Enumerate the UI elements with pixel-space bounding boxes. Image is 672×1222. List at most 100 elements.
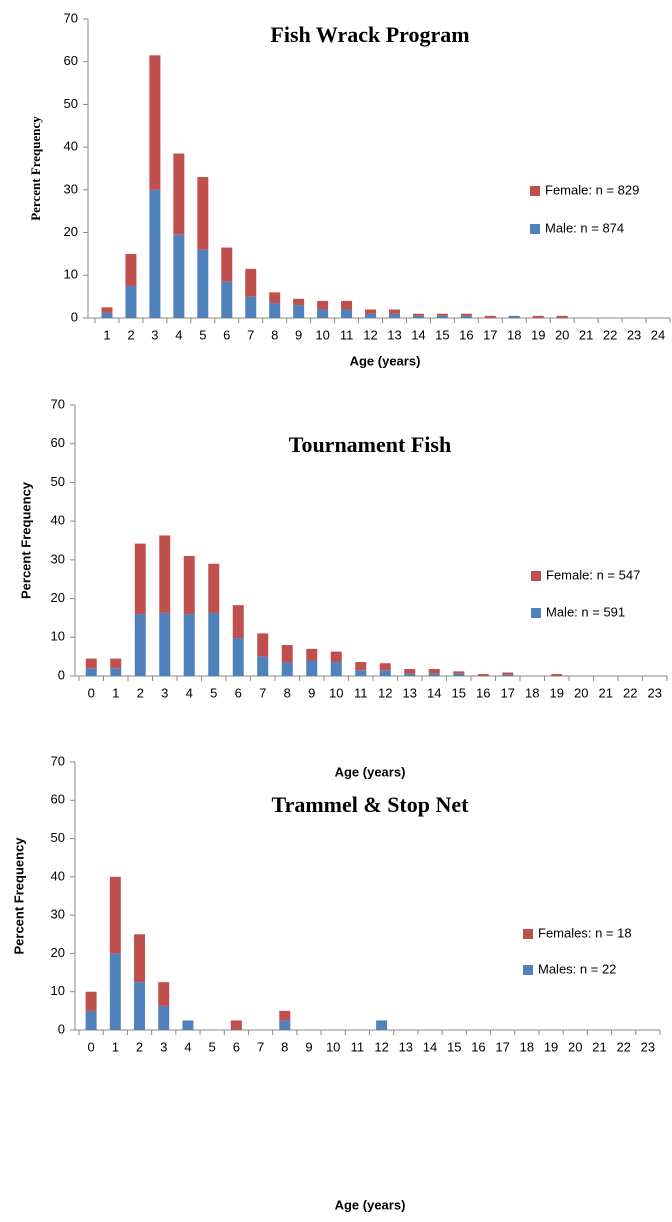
x-tick-label: 17 [495,1039,509,1054]
x-tick-label: 14 [411,327,425,342]
bar-segment [306,648,318,661]
bar-segment [293,305,305,318]
bar-segment [355,670,367,676]
y-tick-label: 60 [51,435,65,450]
bar-segment [502,674,514,676]
x-tick-label: 15 [452,685,466,700]
y-tick-label: 10 [51,629,65,644]
bar-segment [208,612,220,676]
bar-segment [460,313,472,316]
x-tick-label: 20 [568,1039,582,1054]
bar-segment [85,668,97,676]
bar-segment [365,313,377,318]
bar-segment [376,1020,388,1030]
bar-segment [355,662,367,671]
bar-segment [158,982,170,1006]
x-tick-label: 19 [531,327,545,342]
bar-segment [477,674,489,676]
bar-segment [197,249,209,318]
x-tick-label: 22 [623,685,637,700]
x-tick-label: 1 [103,327,110,342]
bar-segment [306,660,318,676]
legend-swatch [531,608,541,618]
x-tick-label: 1 [112,685,119,700]
bar-segment [125,253,137,286]
x-tick-label: 2 [136,1039,143,1054]
legend-label: Females: n = 18 [538,925,632,940]
bar-segment [221,247,233,282]
x-tick-label: 6 [235,685,242,700]
x-tick-label: 16 [459,327,473,342]
bar-segment [281,662,293,676]
x-tick-label: 18 [507,327,521,342]
y-tick-label: 40 [51,513,65,528]
x-tick-label: 9 [305,1039,312,1054]
y-tick-label: 30 [51,907,65,922]
x-tick-label: 2 [137,685,144,700]
x-tick-label: 8 [284,685,291,700]
bar-segment [412,313,424,316]
bar-segment [388,309,400,314]
x-tick-label: 21 [592,1039,606,1054]
bar-segment [158,1005,170,1030]
x-tick-label: 0 [87,1039,94,1054]
legend-label: Male: n = 874 [545,220,624,235]
x-tick-label: 23 [627,327,641,342]
bar-segment [388,313,400,318]
y-tick-label: 70 [64,10,78,25]
x-tick-label: 19 [550,685,564,700]
chart-title: Fish Wrack Program [270,22,469,47]
bar-segment [484,315,496,318]
y-tick-label: 0 [71,309,78,324]
bar-segment [551,674,563,676]
bar-segment [232,638,244,676]
legend-label: Male: n = 591 [546,604,625,619]
x-tick-label: 16 [476,685,490,700]
y-tick-label: 0 [58,667,65,682]
x-tick-label: 16 [471,1039,485,1054]
bar-segment [281,645,293,663]
x-tick-label: 4 [175,327,182,342]
bar-segment [428,669,440,674]
bar-segment [453,671,465,674]
y-tick-label: 20 [51,590,65,605]
y-tick-label: 20 [51,945,65,960]
bar-segment [460,315,472,318]
y-tick-label: 10 [64,267,78,282]
bar-segment [134,934,146,983]
bar-segment [330,662,342,676]
x-tick-label: 18 [520,1039,534,1054]
bar-segment [149,189,161,318]
bar-segment [149,55,161,190]
x-tick-label: 0 [88,685,95,700]
x-tick-label: 15 [435,327,449,342]
x-tick-label: 13 [399,1039,413,1054]
x-axis-label: Age (years) [335,764,406,779]
bar-segment [317,300,329,310]
bar-segment [556,315,568,318]
bar-segment [330,651,342,663]
bar-segment [379,663,391,671]
x-tick-label: 23 [648,685,662,700]
x-tick-label: 3 [161,685,168,700]
y-axis-label: Percent Frequency [11,837,26,955]
x-tick-label: 9 [308,685,315,700]
bar-segment [85,1010,97,1030]
bar-segment [341,309,353,318]
bar-segment [134,614,146,676]
bar-segment [436,315,448,318]
bar-segment [109,953,121,1030]
legend-swatch [523,965,533,975]
bar-segment [134,982,146,1030]
x-tick-label: 13 [387,327,401,342]
x-tick-label: 12 [378,685,392,700]
bar-segment [508,315,520,318]
chart-title: Tournament Fish [289,432,451,457]
legend-swatch [531,571,541,581]
bar-segment [221,281,233,318]
bar-segment [232,605,244,639]
bar-segment [125,285,137,318]
bar-segment [101,307,113,313]
bar-segment [341,300,353,310]
